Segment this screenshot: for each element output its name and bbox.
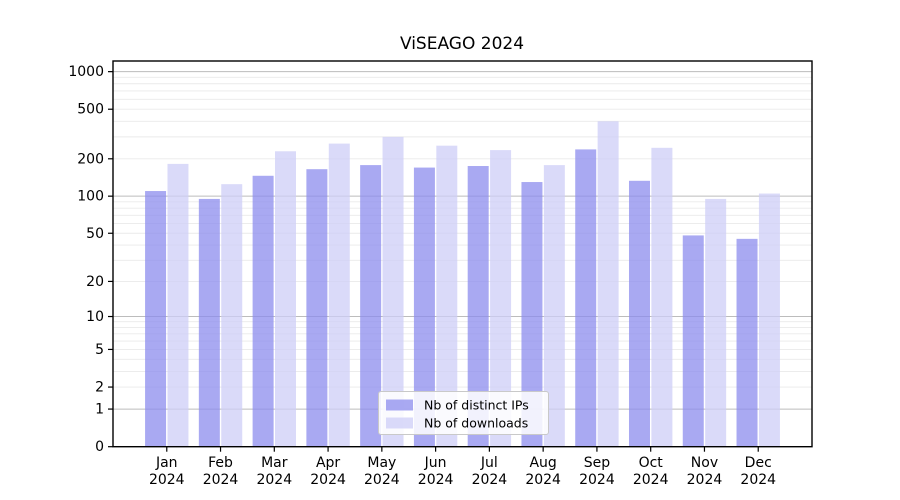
- y-tick-label: 5: [95, 342, 104, 358]
- bar: [575, 149, 597, 447]
- bar: [628, 180, 650, 447]
- y-tick-label: 2: [95, 380, 104, 396]
- x-tick-label-month: Jan: [155, 455, 178, 471]
- chart-title: ViSEAGO 2024: [400, 34, 524, 54]
- axes-spines: [112, 60, 813, 448]
- x-tick-label-year: 2024: [149, 472, 185, 488]
- x-tick-label-month: Jun: [424, 455, 447, 471]
- y-tick-label: 100: [77, 189, 104, 205]
- bar: [651, 147, 673, 447]
- bar: [436, 145, 458, 447]
- bar: [682, 235, 704, 447]
- y-tick-label: 20: [86, 274, 104, 290]
- x-tick-label-year: 2024: [256, 472, 292, 488]
- bar: [198, 198, 220, 447]
- x-tick-label-month: May: [367, 455, 396, 471]
- x-tick-label-year: 2024: [740, 472, 776, 488]
- legend-box: [378, 391, 549, 435]
- x-tick-label-year: 2024: [472, 472, 508, 488]
- bar: [167, 163, 189, 447]
- bar: [521, 182, 543, 447]
- series-distinct-ips: [145, 149, 758, 447]
- bar: [252, 175, 274, 447]
- y-tick-label: 50: [86, 226, 104, 242]
- bar: [221, 184, 243, 447]
- y-axis-ticks: 0 1 2 5 10 20 50 100 200 500 1000: [68, 64, 113, 455]
- x-axis-ticks: Jan2024Feb2024Mar2024Apr2024May2024Jun20…: [149, 446, 776, 488]
- y-tick-label: 0: [95, 439, 104, 455]
- bar: [705, 198, 727, 447]
- x-tick-label-year: 2024: [687, 472, 723, 488]
- legend-swatch: [386, 417, 413, 429]
- bar: [145, 191, 167, 447]
- x-tick-label-year: 2024: [633, 472, 669, 488]
- x-tick-label-year: 2024: [310, 472, 346, 488]
- bar: [382, 136, 404, 447]
- x-tick-label-month: Sep: [584, 455, 611, 471]
- bar: [736, 238, 758, 447]
- legend-label: Nb of distinct IPs: [424, 398, 529, 413]
- x-tick-label-month: Jul: [480, 455, 498, 471]
- x-tick-label-month: Dec: [745, 455, 772, 471]
- x-tick-label-month: Feb: [208, 455, 233, 471]
- x-tick-label-month: Mar: [261, 455, 288, 471]
- bar: [758, 193, 780, 447]
- x-tick-label-year: 2024: [525, 472, 561, 488]
- legend-label: Nb of downloads: [424, 416, 528, 431]
- bar: [543, 165, 565, 447]
- bar: [275, 151, 297, 447]
- bar: [306, 169, 328, 447]
- bar: [360, 165, 382, 447]
- bar: [328, 143, 350, 447]
- x-tick-label-month: Aug: [529, 455, 556, 471]
- x-tick-label-year: 2024: [203, 472, 239, 488]
- y-tick-label: 10: [86, 309, 104, 325]
- x-tick-label-month: Apr: [316, 455, 340, 471]
- x-tick-label-month: Nov: [691, 455, 718, 471]
- x-tick-label-month: Oct: [639, 455, 664, 471]
- bar: [467, 166, 489, 447]
- y-tick-label: 1000: [68, 64, 104, 80]
- plot-border: [112, 60, 813, 448]
- y-tick-label: 1: [95, 402, 104, 418]
- legend: Nb of distinct IPs Nb of downloads: [378, 391, 549, 435]
- bars: [145, 121, 780, 447]
- x-tick-label-year: 2024: [364, 472, 400, 488]
- bar: [413, 167, 435, 447]
- x-tick-label-year: 2024: [418, 472, 454, 488]
- bar: [490, 150, 512, 447]
- y-tick-label: 500: [77, 102, 104, 118]
- series-downloads: [167, 121, 780, 447]
- bar: [597, 121, 619, 447]
- y-tick-label: 200: [77, 151, 104, 167]
- legend-swatch: [386, 399, 413, 411]
- x-tick-label-year: 2024: [579, 472, 615, 488]
